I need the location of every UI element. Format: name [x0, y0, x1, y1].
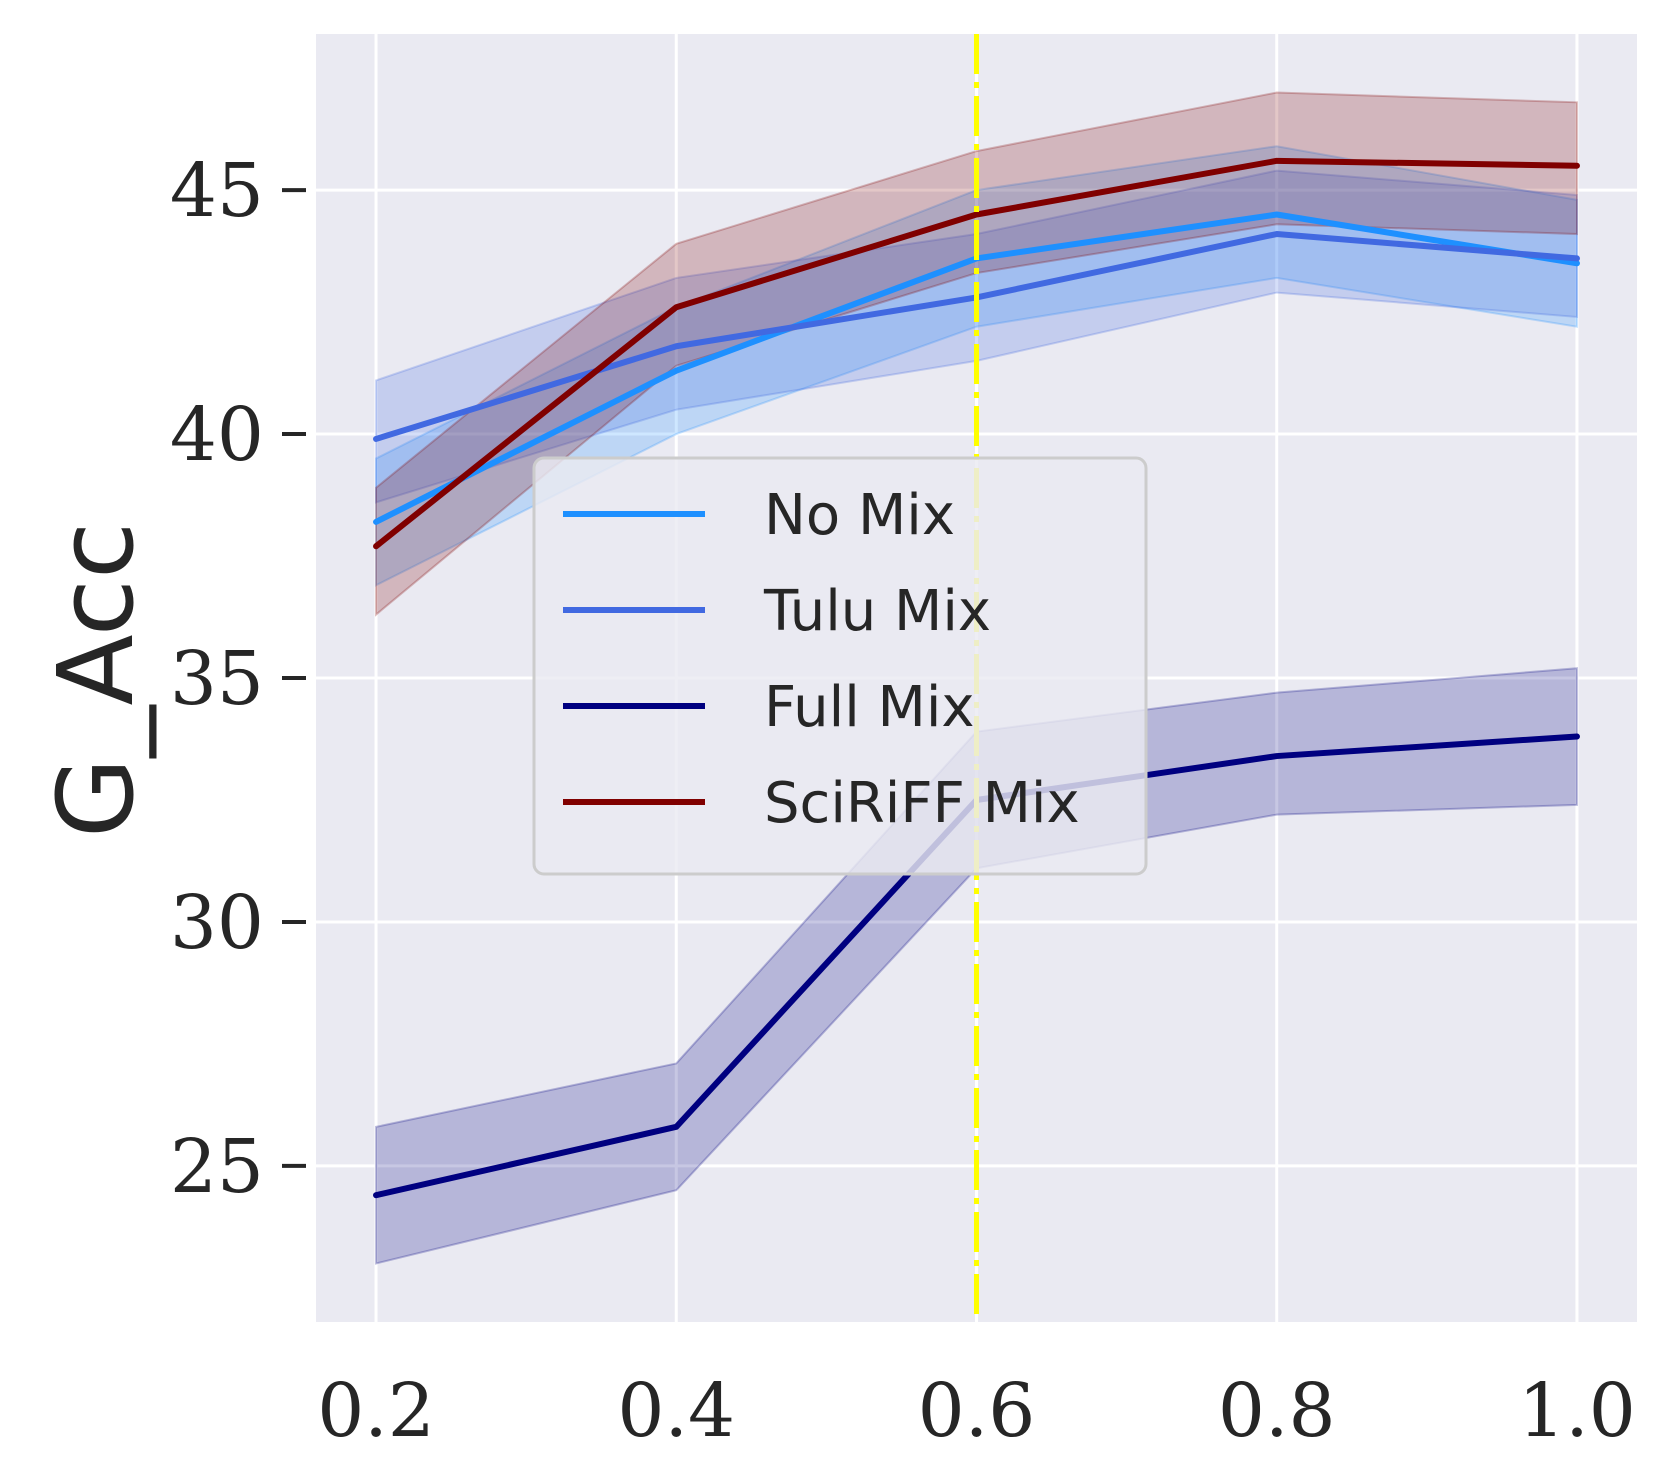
y-tick-label-2: 35 [170, 636, 264, 722]
x-tick-label-0: 0.2 [317, 1368, 435, 1454]
y-tick-label-4: 45 [170, 148, 264, 234]
legend-box [532, 456, 1148, 876]
x-tick-label-2: 0.6 [918, 1368, 1036, 1454]
legend-label-sciriff-mix: SciRiFF Mix [764, 771, 1080, 836]
y-axis-label: G_Acc [35, 522, 157, 838]
line-sciriff-mix [373, 157, 1580, 550]
y-tick-label-1: 30 [170, 880, 264, 966]
legend: No Mix Tulu Mix Full Mix SciRiFF Mix [532, 456, 1148, 876]
legend-label-full-mix: Full Mix [764, 675, 975, 740]
band-sciriff-mix [375, 91, 1578, 617]
legend-label-no-mix: No Mix [764, 483, 955, 548]
x-tick-label-3: 0.8 [1218, 1368, 1336, 1454]
x-tick-label-1: 0.4 [617, 1368, 735, 1454]
y-tick-label-3: 40 [170, 392, 264, 478]
band-tulu-mix [375, 169, 1578, 504]
legend-label-tulu-mix: Tulu Mix [763, 579, 991, 644]
y-axis-ticks: 25 30 35 40 45 [170, 148, 306, 1210]
y-tick-label-0: 25 [170, 1124, 264, 1210]
x-axis-ticks: 0.2 0.4 0.6 0.8 1.0 [317, 1368, 1636, 1454]
x-tick-label-4: 1.0 [1518, 1368, 1636, 1454]
